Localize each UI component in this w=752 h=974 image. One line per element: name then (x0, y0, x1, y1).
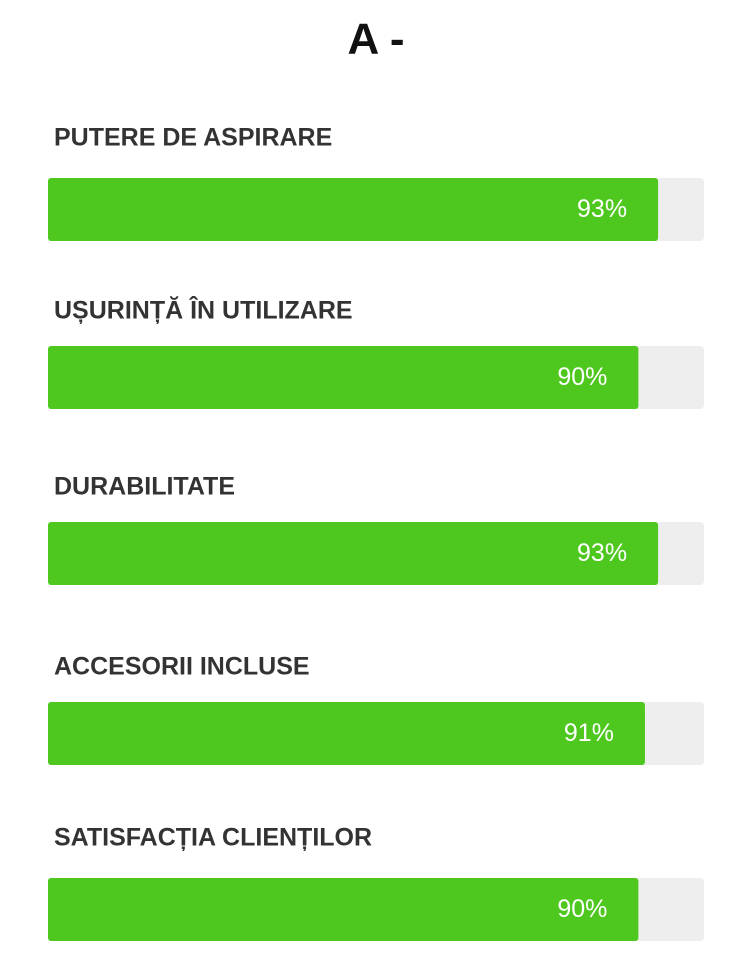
chart-title: A - (347, 15, 404, 64)
bar (48, 702, 645, 765)
value-label: 91% (564, 719, 614, 747)
category-label: DURABILITATE (54, 473, 235, 501)
value-label: 93% (577, 539, 627, 567)
category-label: ACCESORII INCLUSE (54, 653, 310, 681)
value-label: 90% (557, 363, 607, 391)
category-label: UȘURINȚĂ ÎN UTILIZARE (54, 295, 353, 325)
category-label: SATISFACȚIA CLIENȚILOR (54, 824, 372, 852)
bar (48, 178, 659, 241)
value-label: 90% (557, 895, 607, 923)
value-label: 93% (577, 195, 627, 223)
bar (48, 346, 639, 409)
bar (48, 878, 639, 941)
category-label: PUTERE DE ASPIRARE (54, 124, 332, 152)
bar (48, 522, 659, 585)
